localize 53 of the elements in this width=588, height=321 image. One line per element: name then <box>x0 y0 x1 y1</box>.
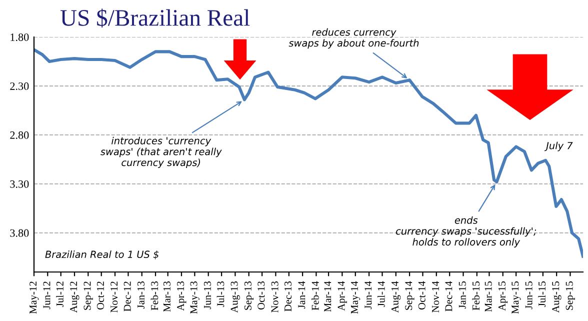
x-tick-label: Aug-15 <box>552 281 562 313</box>
x-tick-label: Sep-12 <box>84 282 93 310</box>
x-tick-label: Jul-13 <box>216 281 224 307</box>
x-tick-label: Feb-15 <box>472 281 480 310</box>
x-tick-label: Nov-13 <box>271 281 278 313</box>
y-tick-label: 2.30 <box>10 82 29 90</box>
x-tick-label: Nov-14 <box>432 281 439 313</box>
x-tick-label: Oct-13 <box>258 281 265 310</box>
x-tick-label: Jan-13 <box>137 281 144 309</box>
x-tick-label: Aug-14 <box>391 281 401 313</box>
x-tick-label: Jun-13 <box>204 281 211 310</box>
x-tick-label: Nov-12 <box>110 282 118 313</box>
line-series <box>34 48 583 258</box>
x-tick-label: Jun-15 <box>525 281 532 310</box>
x-tick-label: Mar-14 <box>324 281 332 312</box>
y-tick-label: 3.80 <box>10 229 29 237</box>
x-tick-label: Apr-14 <box>338 281 347 311</box>
annotation: introduces 'currency swaps' (that aren't really currency swaps) <box>100 136 222 168</box>
x-tick-label: Aug-12 <box>70 282 80 313</box>
x-tick-label: Dec-13 <box>284 281 292 312</box>
x-tick-label: Jul-15 <box>538 281 546 307</box>
x-tick-label: Sep-13 <box>244 281 254 310</box>
y-tick-label: 2.80 <box>10 131 29 139</box>
y-tick-label: 3.30 <box>10 180 29 188</box>
y-tick-label: 1.80 <box>10 33 29 42</box>
x-tick-label: Jul-12 <box>56 282 64 307</box>
annotation: July 7 <box>544 142 573 152</box>
x-tick-label: Aug-13 <box>230 281 240 313</box>
x-tick-label: Dec-14 <box>445 281 452 312</box>
x-tick-label: May-12 <box>30 282 39 314</box>
x-tick-label: May-14 <box>350 281 360 314</box>
x-tick-label: Apr-13 <box>177 281 186 311</box>
x-tick-label: Jun-12 <box>43 282 50 310</box>
x-tick-label: Jun-14 <box>364 281 372 310</box>
x-tick-label: Sep-14 <box>405 281 414 310</box>
x-tick-label: Apr-15 <box>498 281 508 311</box>
annotation: Brazilian Real to 1 US $ <box>45 250 159 260</box>
x-tick-label: May-15 <box>512 281 521 314</box>
x-tick-label: Jan-14 <box>298 281 306 309</box>
x-tick-label: Jan-15 <box>458 281 466 309</box>
x-tick-label: Oct-12 <box>96 282 104 310</box>
x-tick-label: May-13 <box>190 281 200 314</box>
x-tick-label: Dec-12 <box>124 282 131 312</box>
x-tick-label: Feb-13 <box>150 281 158 310</box>
x-tick-label: Oct-14 <box>418 281 426 310</box>
chart-title: US $/Brazilian Real <box>60 8 250 28</box>
x-tick-label: Mar-15 <box>484 281 492 312</box>
x-tick-label: Sep-15 <box>566 281 575 310</box>
x-tick-label: Feb-14 <box>311 281 319 310</box>
annotation: reduces currency swaps by about one-fourth <box>288 28 419 49</box>
annotation: ends currency swaps 'sucessfully'; holds to rollovers only <box>396 216 536 248</box>
x-tick-label: Jul-14 <box>378 281 385 307</box>
x-tick-label: Mar-13 <box>163 281 170 312</box>
